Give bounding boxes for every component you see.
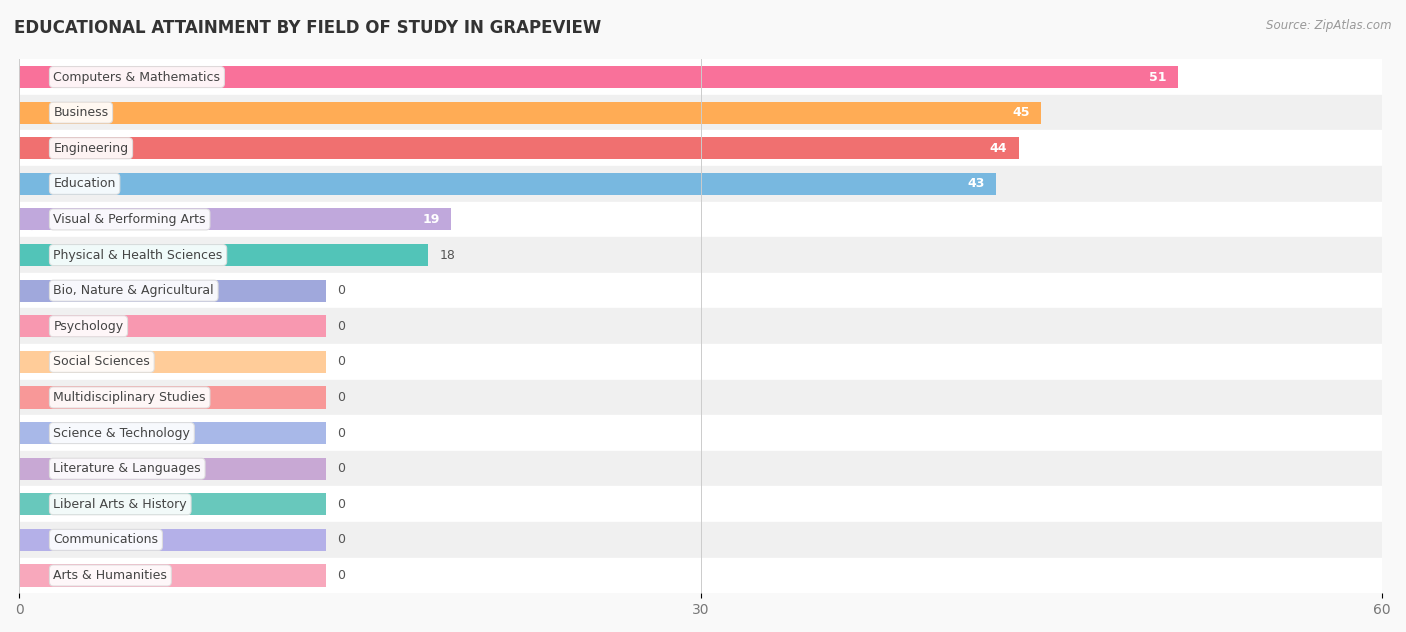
Bar [20,137,1019,159]
Text: 0: 0 [337,320,346,333]
Bar [20,344,1382,380]
Text: 0: 0 [337,462,346,475]
Circle shape [25,281,38,301]
Text: 45: 45 [1012,106,1031,119]
Bar [20,522,1382,557]
Bar [20,279,326,301]
Bar [20,66,1178,88]
Bar [20,130,1382,166]
Bar [20,244,429,266]
Text: Psychology: Psychology [53,320,124,333]
Text: Liberal Arts & History: Liberal Arts & History [53,498,187,511]
Circle shape [25,316,38,336]
Text: EDUCATIONAL ATTAINMENT BY FIELD OF STUDY IN GRAPEVIEW: EDUCATIONAL ATTAINMENT BY FIELD OF STUDY… [14,19,602,37]
Bar [20,166,1382,202]
Circle shape [25,387,38,408]
Text: 0: 0 [337,533,346,547]
Bar [20,209,451,231]
Bar [20,380,1382,415]
Circle shape [25,174,38,194]
Text: Physical & Health Sciences: Physical & Health Sciences [53,248,222,262]
Text: Engineering: Engineering [53,142,128,155]
Bar [20,308,1382,344]
Circle shape [25,209,38,229]
Text: Education: Education [53,178,115,190]
Bar [20,422,326,444]
Bar [20,237,1382,273]
Text: Literature & Languages: Literature & Languages [53,462,201,475]
Text: 0: 0 [337,284,346,297]
Bar [20,351,326,373]
Bar [20,458,326,480]
Text: Science & Technology: Science & Technology [53,427,190,440]
Bar [20,273,1382,308]
Circle shape [25,245,38,265]
Circle shape [25,459,38,478]
Bar [20,557,1382,593]
Text: 19: 19 [422,213,440,226]
Bar [20,564,326,586]
Text: 0: 0 [337,391,346,404]
Text: 51: 51 [1149,71,1167,83]
Bar [20,173,995,195]
Text: Multidisciplinary Studies: Multidisciplinary Studies [53,391,205,404]
Circle shape [25,138,38,158]
Bar [20,202,1382,237]
Text: Bio, Nature & Agricultural: Bio, Nature & Agricultural [53,284,214,297]
Text: 43: 43 [967,178,984,190]
Text: Computers & Mathematics: Computers & Mathematics [53,71,221,83]
Text: 0: 0 [337,498,346,511]
Circle shape [25,67,38,87]
Text: 0: 0 [337,427,346,440]
Circle shape [25,494,38,514]
Bar [20,315,326,337]
Text: Arts & Humanities: Arts & Humanities [53,569,167,582]
Text: Communications: Communications [53,533,159,547]
Bar [20,529,326,551]
Bar [20,59,1382,95]
Text: 44: 44 [990,142,1008,155]
Bar [20,95,1382,130]
Text: 18: 18 [440,248,456,262]
Circle shape [25,102,38,123]
Bar [20,415,1382,451]
Bar [20,102,1042,124]
Text: Visual & Performing Arts: Visual & Performing Arts [53,213,205,226]
Text: 0: 0 [337,569,346,582]
Bar [20,487,1382,522]
Bar [20,493,326,515]
Circle shape [25,423,38,443]
Text: 0: 0 [337,355,346,368]
Text: Source: ZipAtlas.com: Source: ZipAtlas.com [1267,19,1392,32]
Text: Social Sciences: Social Sciences [53,355,150,368]
Text: Business: Business [53,106,108,119]
Bar [20,386,326,408]
Circle shape [25,530,38,550]
Bar [20,451,1382,487]
Circle shape [25,352,38,372]
Circle shape [25,566,38,585]
